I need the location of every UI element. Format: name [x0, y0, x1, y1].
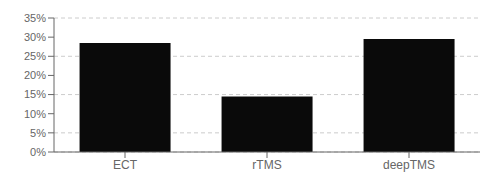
svg-text:30%: 30% [24, 31, 46, 43]
svg-text:20%: 20% [24, 69, 46, 81]
svg-text:ECT: ECT [113, 158, 138, 172]
svg-text:rTMS: rTMS [252, 158, 281, 172]
svg-text:0%: 0% [30, 146, 46, 158]
svg-text:5%: 5% [30, 127, 46, 139]
svg-text:35%: 35% [24, 12, 46, 24]
svg-text:10%: 10% [24, 108, 46, 120]
svg-text:15%: 15% [24, 88, 46, 100]
svg-text:25%: 25% [24, 50, 46, 62]
svg-text:deepTMS: deepTMS [383, 158, 435, 172]
